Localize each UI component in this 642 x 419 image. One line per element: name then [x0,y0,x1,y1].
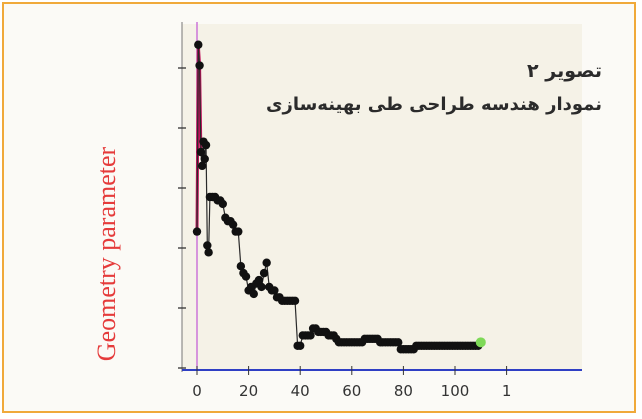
series-point [241,272,251,281]
x-tick-label: 80 [394,382,413,400]
series-point [296,341,305,350]
line-chart: 0 20 40 60 80 100 1 [178,22,582,400]
series-point [394,338,403,347]
x-tick-label: 1 [502,382,512,400]
series-point [201,140,211,150]
series-point [259,268,269,278]
series-point [290,296,300,305]
x-tick-label: 20 [239,382,258,400]
series-point [234,227,243,236]
series-point [196,147,206,157]
series-group [192,40,486,354]
series-point [262,258,271,267]
y-axis-label: Geometry parameter [92,146,121,362]
series-point [270,286,279,295]
series-point [218,199,227,209]
figure-frame: 0 20 40 60 80 100 1 تصویر ۲ نمودار هندسه طراحی… [2,2,636,413]
series-end-point [475,337,486,348]
series-point [195,61,204,70]
y-ticks [178,67,186,369]
series-point [249,289,258,299]
series-point [306,331,315,340]
x-tick-label: 40 [291,382,310,400]
figure-caption-title: نمودار هندسه طراحی طی بهینه‌سازی [265,94,602,115]
figure-caption-number: تصویر ۲ [527,60,602,82]
series-point [194,40,203,49]
series-point [257,282,266,292]
x-tick-label: 0 [192,382,202,400]
series-point [236,262,246,271]
series-point [203,241,212,250]
series-point [254,275,264,285]
x-ticks: 0 20 40 60 80 100 1 [192,366,511,400]
x-tick-label: 60 [342,382,361,400]
series-point [228,220,238,229]
series-point [200,154,209,164]
series-point [197,161,207,171]
plot-area [182,24,582,370]
series-point [192,227,202,236]
x-tick-label: 100 [441,382,470,400]
series-point [204,248,213,257]
